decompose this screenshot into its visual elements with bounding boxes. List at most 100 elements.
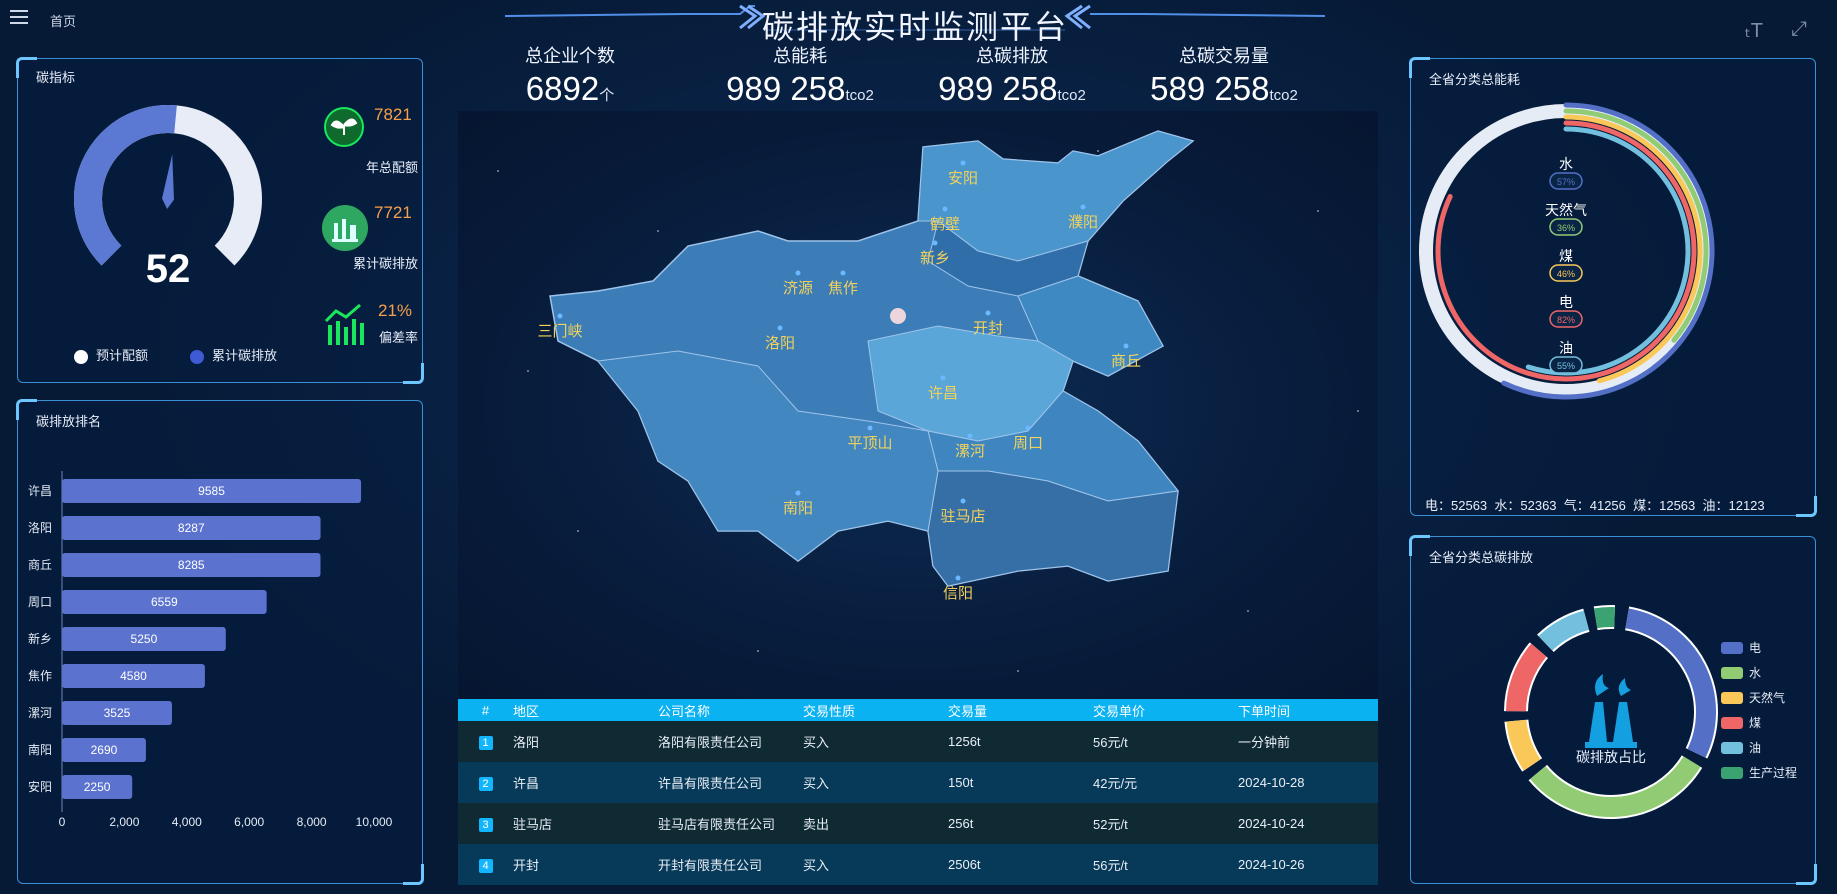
emission-label: 累计碳排放 <box>352 256 418 271</box>
bar <box>62 701 172 725</box>
deviation-label: 偏差率 <box>378 330 418 345</box>
legend-item[interactable]: 电 <box>1721 639 1797 656</box>
font-size-icon[interactable]: ₜT <box>1744 20 1763 42</box>
gauge-value: 52 <box>145 247 191 291</box>
fullscreen-icon[interactable]: ⤢ <box>1791 18 1807 40</box>
gauge-needle <box>162 154 174 209</box>
kpi-trade: 总碳交易量 589 258tco2 <box>1150 46 1298 107</box>
title-decoration <box>504 4 1326 31</box>
kpi-emission: 总碳排放 989 258tco2 <box>938 46 1086 107</box>
city-label: 濮阳 <box>1068 214 1098 231</box>
energy-ring-chart: 水 57% 天然气 36% 煤 46% 电 82% 油 55% <box>1419 102 1715 400</box>
donut-segment <box>1506 643 1547 712</box>
table-row[interactable]: 3 驻马店 驻马店有限责任公司 卖出 256t 52元/t 2024-10-24 <box>458 803 1378 844</box>
bar <box>62 590 267 614</box>
city-label: 新乡 <box>920 250 950 267</box>
ring-pct: 82% <box>1557 315 1575 325</box>
x-tick-label: 0 <box>59 815 66 829</box>
emission-center-label: 碳排放占比 <box>1576 749 1646 765</box>
legend-item[interactable]: 煤 <box>1721 714 1797 731</box>
x-tick-label: 8,000 <box>297 815 327 829</box>
city-label: 许昌 <box>928 385 958 402</box>
city-label: 安阳 <box>948 170 978 187</box>
city-marker <box>1080 204 1086 210</box>
ring-pct: 36% <box>1557 223 1575 233</box>
bar-category-label: 新乡 <box>28 631 52 646</box>
bar-value-label: 2690 <box>91 743 118 757</box>
kpi-energy: 总能耗 989 258tco2 <box>726 46 874 107</box>
ring-badge <box>1549 264 1583 282</box>
bar-value-label: 4580 <box>120 669 147 683</box>
ring-name: 水 <box>1559 156 1573 172</box>
city-marker <box>985 310 991 316</box>
table-row[interactable]: 2 许昌 许昌有限责任公司 买入 150t 42元/元 2024-10-28 <box>458 762 1378 803</box>
table-row[interactable]: 1 洛阳 洛阳有限责任公司 买入 1256t 56元/t 一分钟前 <box>458 721 1378 762</box>
legend-item[interactable]: 水 <box>1721 664 1797 681</box>
ring-pct: 55% <box>1557 361 1575 371</box>
ring-arc <box>1563 108 1709 343</box>
bar-category-label: 周口 <box>28 595 52 609</box>
city-marker <box>967 433 973 439</box>
bar-category-label: 安阳 <box>28 779 52 794</box>
bar-value-label: 5250 <box>131 632 158 646</box>
legend-item[interactable]: 油 <box>1721 739 1797 756</box>
bar <box>62 775 133 799</box>
city-marker <box>940 375 946 381</box>
city-label: 开封 <box>973 320 1003 337</box>
x-tick-label: 4,000 <box>172 815 202 829</box>
emission-value: 7721 <box>374 203 412 222</box>
bar-value-label: 3525 <box>104 706 131 720</box>
x-tick-label: 6,000 <box>234 815 264 829</box>
table-header: # 地区 公司名称 交易性质 交易量 交易单价 下单时间 <box>458 699 1378 721</box>
city-marker <box>777 325 783 331</box>
donut-segment <box>1538 610 1590 651</box>
panel-title: 全省分类总碳排放 <box>1429 550 1534 565</box>
breadcrumb-home[interactable]: 首页 <box>50 14 77 29</box>
city-label: 三门峡 <box>537 323 582 340</box>
city-label: 焦作 <box>828 280 858 297</box>
city-marker <box>960 160 966 166</box>
ring-pct: 57% <box>1557 177 1575 187</box>
ring-name: 煤 <box>1559 248 1573 264</box>
table-row[interactable]: 4 开封 开封有限责任公司 买入 2506t 56元/t 2024-10-26 <box>458 844 1378 885</box>
city-label: 南阳 <box>783 500 813 517</box>
city-label: 周口 <box>1013 435 1043 452</box>
city-marker <box>795 490 801 496</box>
x-tick-label: 2,000 <box>109 815 139 829</box>
ring-arc <box>1501 102 1715 400</box>
bar-value-label: 8285 <box>178 558 205 572</box>
emission-legend: 电水天然气煤油生产过程 <box>1721 639 1797 789</box>
ring-arc <box>1435 120 1697 382</box>
ring-pct: 46% <box>1557 269 1575 279</box>
city-marker <box>1025 425 1031 431</box>
quota-value: 7821 <box>374 105 412 124</box>
city-marker <box>932 240 938 246</box>
city-label: 洛阳 <box>765 335 795 352</box>
donut-segment <box>1594 607 1615 629</box>
ranking-bar-chart: 许昌 9585 洛阳 8287 商丘 8285 周口 6559 新乡 5250 焦作 4580 漯河 35… <box>28 471 393 829</box>
city-marker <box>557 313 563 319</box>
bar <box>62 479 362 503</box>
bar <box>62 627 226 651</box>
factory-icon <box>322 205 368 251</box>
bar-value-label: 2250 <box>84 780 111 794</box>
emission-donut-chart <box>1504 605 1718 819</box>
city-label: 鹤壁 <box>930 216 960 233</box>
henan-map[interactable]: 安阳 鹤壁 濮阳 新乡 济源 焦作 三门峡 洛阳 开封 商丘 许昌 平顶山 漯河 周口 南阳 驻马店 信阳 <box>458 111 1378 699</box>
city-marker <box>942 206 948 212</box>
energy-panel: 全省分类总能耗 水 57% 天然气 36% 煤 46% 电 82% 油 55% 电：52563 水… <box>1409 57 1817 517</box>
city-marker <box>795 270 801 276</box>
deviation-value: 21% <box>378 301 413 320</box>
ring-badge <box>1549 172 1583 190</box>
bar <box>62 738 146 762</box>
bar-value-label: 8287 <box>178 521 205 535</box>
bar <box>62 553 321 577</box>
top-bar: 首页 碳排放实时监测平台 ₜT ⤢ <box>0 0 1837 45</box>
legend-item[interactable]: 天然气 <box>1721 689 1797 706</box>
panel-title: 全省分类总能耗 <box>1429 72 1521 87</box>
trade-table: # 地区 公司名称 交易性质 交易量 交易单价 下单时间 1 洛阳 洛阳有限责任公… <box>458 699 1378 885</box>
bar-category-label: 南阳 <box>28 742 52 757</box>
legend-item[interactable]: 生产过程 <box>1721 764 1797 781</box>
menu-icon[interactable] <box>10 10 28 26</box>
